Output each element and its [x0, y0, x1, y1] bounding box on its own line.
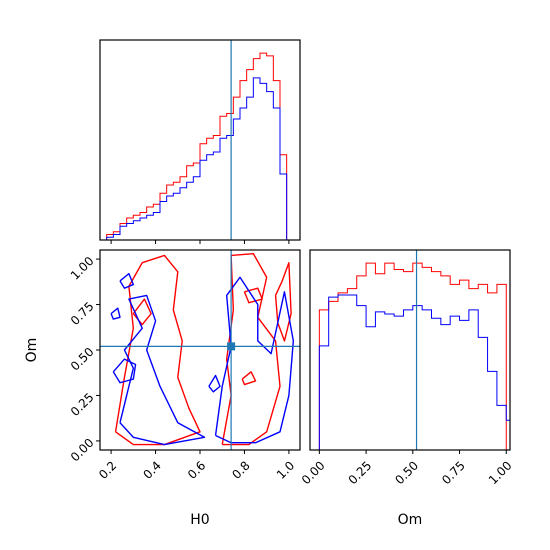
hist-H0-frame — [99, 39, 301, 241]
hist-Om-x-axis-label: Om — [398, 512, 423, 528]
h0-om-contour-panel: 0.2 0.4 0.6 0.8 1.0 0.00 0.25 0.50 0.75 1.00 H0 Om — [24, 249, 301, 528]
series_b-contour — [110, 307, 121, 320]
contour-H0-Om-y-tick-label: 0.50 — [68, 345, 97, 374]
contour-H0-Om-x-tick-label: 1.0 — [274, 458, 297, 481]
hist-Om-x-tick-label: 1.00 — [486, 458, 515, 487]
series_b-contour — [214, 276, 295, 444]
series_a-contour — [274, 262, 292, 342]
series_b-contour — [119, 272, 135, 289]
hist-Om-x-tick-label: 0.25 — [346, 458, 375, 487]
series_a-contour — [114, 254, 201, 446]
contour-H0-Om-x-tick-label: 0.8 — [229, 458, 252, 481]
hist-Om-frame — [309, 249, 511, 451]
contour-H0-Om-y-axis-label: Om — [24, 338, 40, 363]
hist-Om-series_b-histogram — [310, 294, 511, 451]
hist-Om-x-tick-label: 0.00 — [299, 458, 328, 487]
om-histogram-panel: 0.00 0.25 0.50 0.75 1.00 Om — [299, 249, 515, 528]
hist-Om-series_a-histogram — [310, 262, 510, 451]
series_b-contour — [208, 374, 221, 393]
series_a-contour — [221, 252, 281, 446]
h0-histogram-panel — [99, 39, 301, 244]
series_a-contour — [132, 298, 152, 326]
hist-H0-series_a-histogram — [100, 52, 300, 241]
hist-Om-x-tick-label: 0.75 — [439, 458, 468, 487]
series_a-contour — [243, 287, 263, 304]
contour-H0-Om-x-tick-label: 0.2 — [96, 458, 119, 481]
contour-H0-Om-y-tick-label: 0.75 — [68, 299, 97, 328]
contour-H0-Om-x-tick-label: 0.6 — [185, 458, 208, 481]
contour-H0-Om-x-axis-label: H0 — [190, 512, 209, 528]
contour-H0-Om-x-tick-label: 0.4 — [140, 458, 163, 481]
contour-H0-Om-y-tick-label: 1.00 — [68, 254, 97, 283]
hist-Om-x-tick-label: 0.50 — [392, 458, 421, 487]
series_a-contour — [241, 371, 257, 386]
series_b-contour — [112, 358, 137, 384]
hist-H0-series_b-histogram — [100, 77, 300, 241]
contour-H0-Om-y-tick-label: 0.25 — [68, 390, 97, 419]
truth-marker — [227, 342, 236, 351]
contour-H0-Om-y-tick-label: 0.00 — [68, 436, 97, 465]
contour-H0-Om-contour-lines — [110, 252, 295, 446]
